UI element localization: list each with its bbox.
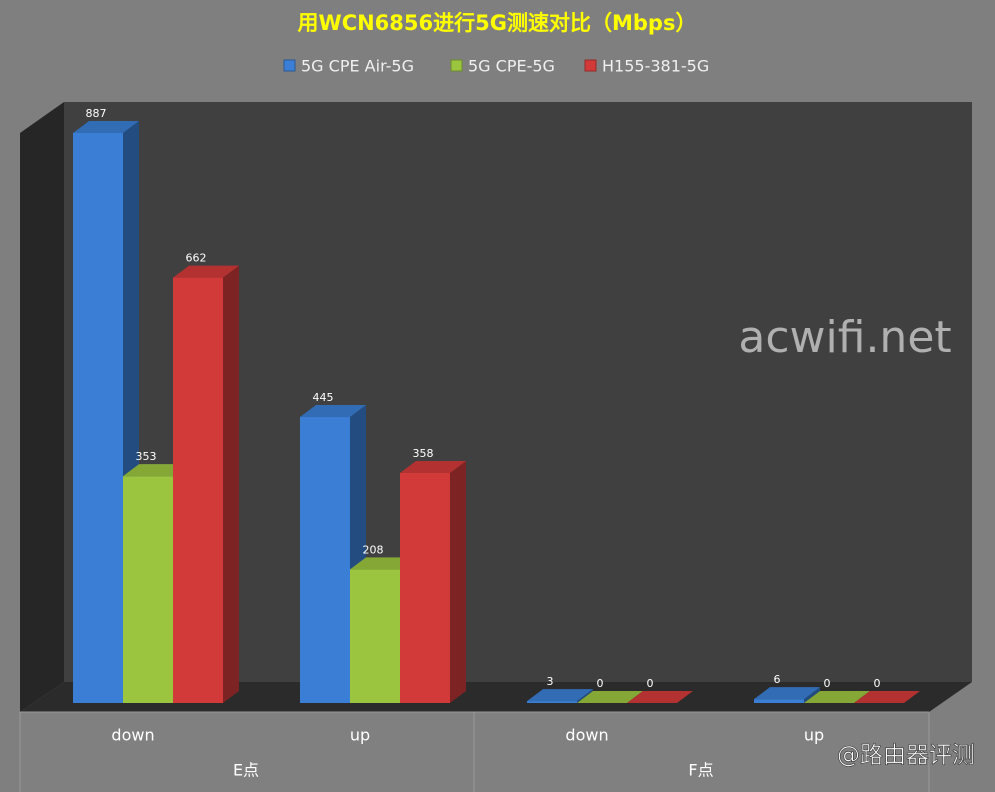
legend-label: 5G CPE Air-5G — [301, 57, 414, 76]
bar-side — [577, 689, 593, 703]
value-label: 0 — [874, 677, 881, 690]
back-wall — [64, 102, 972, 682]
bar-front — [300, 417, 350, 703]
value-label: 0 — [597, 677, 604, 690]
bar-front — [527, 701, 577, 703]
bar — [804, 691, 870, 703]
bar — [527, 689, 593, 703]
value-label: 208 — [363, 543, 384, 556]
chart-title: 用WCN6856进行5G测速对比（Mbps） — [298, 11, 697, 35]
value-label: 887 — [86, 107, 107, 120]
x-tick-label: down — [565, 726, 608, 745]
bar-front — [173, 277, 223, 703]
bar-front — [400, 472, 450, 703]
x-tick-label: down — [111, 726, 154, 745]
legend-swatch — [283, 59, 296, 72]
group-label: F点 — [688, 761, 713, 780]
value-label: 3 — [547, 675, 554, 688]
bar-top — [350, 557, 416, 570]
watermark: @路由器评测 — [837, 743, 975, 769]
value-label: 358 — [413, 447, 434, 460]
bar-top — [123, 464, 189, 477]
bar-front — [350, 569, 400, 703]
bar-top — [73, 121, 139, 133]
bar — [854, 691, 920, 703]
bar-top — [577, 691, 643, 703]
bar-top — [627, 691, 693, 703]
bar-front — [123, 476, 173, 703]
watermark: acwifi.net — [738, 312, 951, 363]
value-label: 0 — [647, 677, 654, 690]
bar-side — [223, 265, 239, 703]
legend-label: 5G CPE-5G — [468, 57, 555, 76]
bar-front — [754, 699, 804, 703]
bar — [400, 460, 466, 703]
bar-top — [804, 691, 870, 703]
side-wall — [20, 102, 64, 712]
x-tick-label: up — [804, 726, 824, 745]
value-label: 662 — [186, 252, 207, 265]
bar-side — [804, 687, 820, 703]
bar-top — [854, 691, 920, 703]
bar — [627, 691, 693, 703]
legend-swatch — [450, 59, 463, 72]
bar — [577, 691, 643, 703]
bar-top — [754, 687, 820, 700]
value-label: 6 — [774, 673, 781, 686]
value-label: 445 — [313, 391, 334, 404]
bar — [754, 687, 820, 703]
x-tick-label: up — [350, 726, 370, 745]
bar-top — [527, 689, 593, 702]
floor — [20, 682, 972, 712]
bar — [173, 265, 239, 703]
bar-side — [450, 460, 466, 703]
value-label: 0 — [824, 677, 831, 690]
bar-top — [173, 265, 239, 278]
group-label: E点 — [233, 761, 259, 780]
bar-top — [300, 405, 366, 418]
value-label: 353 — [136, 450, 157, 463]
bar-front — [73, 133, 123, 703]
legend-swatch — [584, 59, 597, 72]
legend-label: H155-381-5G — [602, 57, 709, 76]
bar-top — [400, 460, 466, 473]
